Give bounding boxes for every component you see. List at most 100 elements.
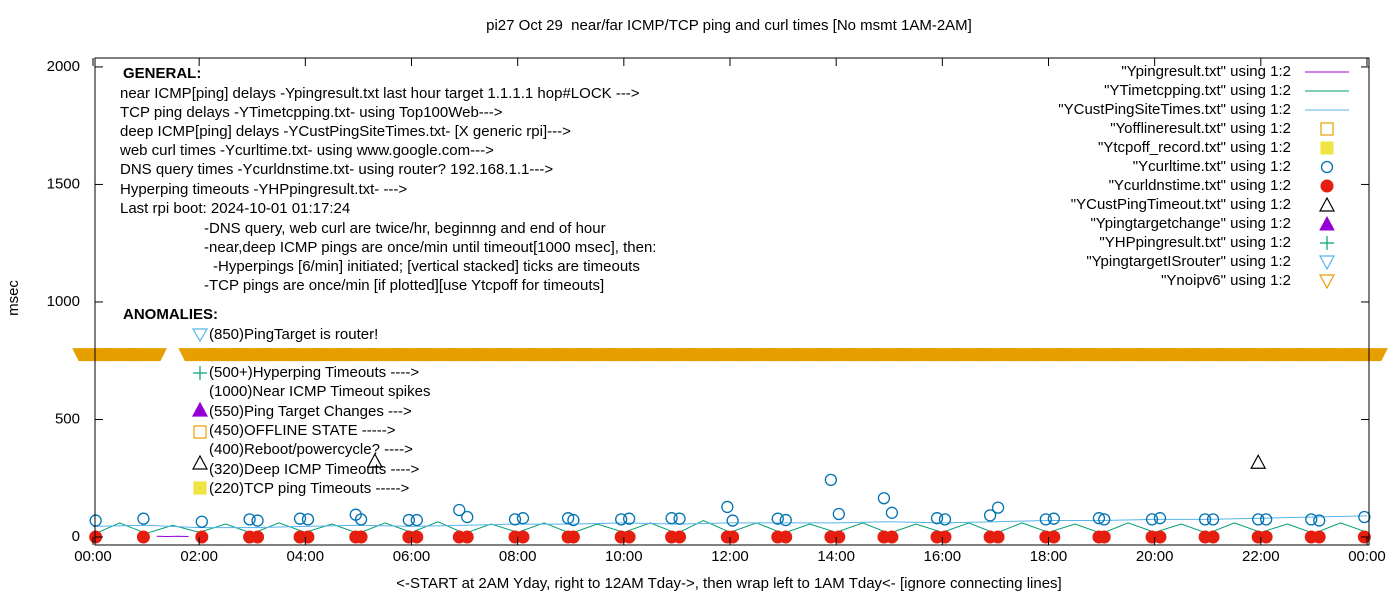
dot-marker bbox=[460, 530, 474, 544]
circle-marker bbox=[622, 512, 636, 525]
dot-marker bbox=[832, 530, 846, 544]
legend-marker bbox=[1320, 179, 1334, 193]
circle-marker bbox=[832, 507, 845, 521]
annotation: DNS query times -Ycurldnstime.txt- using… bbox=[120, 161, 553, 178]
legend-label: "YpingtargetISrouter" using 1:2 bbox=[1086, 253, 1291, 270]
circle-marker bbox=[726, 514, 739, 527]
circle-marker bbox=[251, 514, 264, 527]
circle-marker bbox=[89, 514, 102, 527]
circle-marker bbox=[567, 513, 580, 527]
circle-marker bbox=[516, 512, 530, 525]
icon-offline bbox=[193, 425, 207, 439]
x-tick-label: 14:00 bbox=[817, 548, 855, 565]
circle-marker bbox=[771, 512, 784, 525]
annotation: deep ICMP[ping] delays -YCustPingSiteTim… bbox=[120, 123, 571, 140]
circle-marker bbox=[354, 513, 368, 526]
annotation: -DNS query, web curl are twice/hr, begin… bbox=[204, 220, 606, 237]
x-tick-label: 00:00 bbox=[74, 548, 112, 565]
circle-marker bbox=[824, 473, 838, 487]
triangle-marker bbox=[1250, 454, 1267, 469]
circle-marker bbox=[1047, 512, 1060, 525]
dot-marker bbox=[136, 530, 150, 544]
legend-marker bbox=[1319, 215, 1335, 231]
x-tick-label: 20:00 bbox=[1136, 548, 1174, 565]
dot-marker bbox=[195, 530, 209, 544]
circle-marker bbox=[293, 512, 307, 525]
legend-marker bbox=[1320, 141, 1334, 155]
dot-marker bbox=[566, 530, 580, 544]
legend-label: "Ypingtargetchange" using 1:2 bbox=[1090, 215, 1291, 232]
dot-marker bbox=[516, 530, 530, 544]
circle-marker bbox=[779, 513, 792, 527]
circle-marker bbox=[137, 512, 150, 525]
chart-title: pi27 Oct 29 near/far ICMP/TCP ping and c… bbox=[486, 17, 972, 34]
legend-label: "Ycurltime.txt" using 1:2 bbox=[1133, 158, 1291, 175]
legend-label: "Ynoipv6" using 1:2 bbox=[1161, 272, 1291, 289]
dot-marker bbox=[673, 530, 687, 544]
plot-area bbox=[72, 348, 1388, 544]
dot-marker bbox=[1206, 530, 1220, 544]
circle-marker bbox=[1153, 512, 1167, 525]
annotation: GENERAL: bbox=[123, 65, 201, 82]
x-tick-label: 22:00 bbox=[1242, 548, 1280, 565]
dot-marker bbox=[885, 530, 899, 544]
circle-marker bbox=[301, 513, 315, 526]
dot-marker bbox=[354, 530, 368, 544]
circle-marker bbox=[1145, 513, 1159, 526]
dot-marker bbox=[251, 530, 265, 544]
circle-marker bbox=[938, 513, 952, 526]
legend-label: "YHPpingresult.txt" using 1:2 bbox=[1099, 234, 1291, 251]
circle-marker bbox=[561, 512, 575, 525]
x-tick-label: 16:00 bbox=[924, 548, 962, 565]
dot-marker bbox=[301, 530, 315, 544]
annotation: (450)OFFLINE STATE -----> bbox=[209, 422, 396, 439]
y-tick-label: 1500 bbox=[47, 175, 80, 192]
circle-marker bbox=[402, 513, 415, 527]
x-tick-label: 08:00 bbox=[499, 548, 537, 565]
annotation: -near,deep ICMP pings are once/min until… bbox=[204, 239, 656, 256]
x-tick-label: 12:00 bbox=[711, 548, 749, 565]
anomaly-icons bbox=[191, 328, 209, 495]
circle-marker bbox=[673, 512, 686, 525]
annotation: web curl times -Ycurltime.txt- using www… bbox=[119, 142, 494, 159]
triangle-down-marker bbox=[1346, 348, 1388, 362]
icon-hyperping bbox=[193, 366, 207, 380]
dot-marker bbox=[1097, 530, 1111, 544]
x-tick-label: 00:00 bbox=[1348, 548, 1386, 565]
circle-marker bbox=[930, 512, 944, 525]
dot-marker bbox=[1259, 530, 1273, 544]
y-tick-label: 2000 bbox=[47, 58, 80, 75]
annotation: (320)Deep ICMP Timeouts ----> bbox=[209, 461, 419, 478]
legend-label: "YCustPingSiteTimes.txt" using 1:2 bbox=[1058, 101, 1291, 118]
circle-marker bbox=[665, 512, 678, 525]
circle-marker bbox=[410, 513, 423, 527]
legend-label: "YTimetcpping.txt" using 1:2 bbox=[1104, 82, 1291, 99]
y-tick-label: 0 bbox=[72, 528, 80, 545]
circle-marker bbox=[243, 513, 256, 526]
circle-marker bbox=[1259, 513, 1273, 526]
x-tick-label: 06:00 bbox=[393, 548, 431, 565]
triangle-marker bbox=[366, 452, 383, 468]
dot-marker bbox=[726, 530, 740, 544]
legend-label: "YCustPingTimeout.txt" using 1:2 bbox=[1071, 196, 1291, 213]
circle-marker bbox=[461, 510, 474, 524]
circle-marker bbox=[1358, 510, 1371, 524]
annotation: -Hyperpings [6/min] initiated; [vertical… bbox=[213, 258, 640, 275]
legend-label: "Yofflineresult.txt" using 1:2 bbox=[1110, 120, 1291, 137]
circle-marker bbox=[508, 513, 522, 526]
circle-marker bbox=[1098, 513, 1111, 526]
circle-marker bbox=[1198, 513, 1212, 526]
icon-tcp-timeout bbox=[193, 481, 207, 495]
icon-target-change bbox=[191, 401, 209, 417]
annotation: (850)PingTarget is router! bbox=[209, 326, 378, 343]
circle-marker bbox=[195, 515, 208, 528]
dot-marker bbox=[779, 530, 793, 544]
dot-marker bbox=[1312, 530, 1326, 544]
icon-deep-timeout bbox=[191, 454, 209, 470]
circle-marker bbox=[615, 513, 628, 526]
x-tick-label: 10:00 bbox=[605, 548, 643, 565]
annotation: -TCP pings are once/min [if plotted][use… bbox=[204, 277, 604, 294]
circle-marker bbox=[885, 506, 899, 519]
legend-marker bbox=[1320, 160, 1334, 174]
